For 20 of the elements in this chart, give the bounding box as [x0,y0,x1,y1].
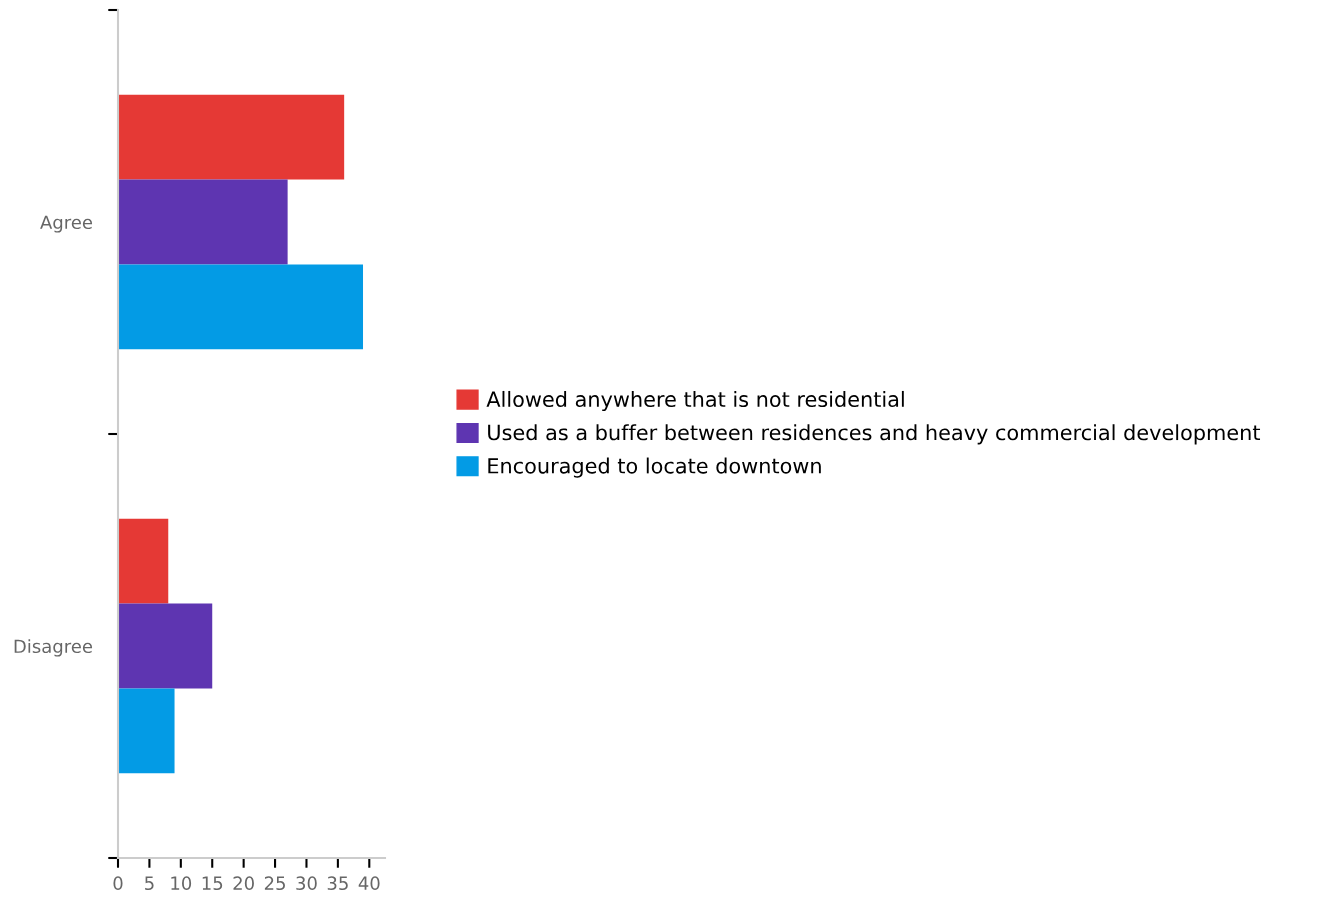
x-tick-label: 20 [233,876,254,891]
legend-label: Encouraged to locate downtown [488,457,821,478]
x-tick-label: 30 [296,876,317,891]
bar [118,603,213,689]
legend-label: Used as a buffer between residences and heavy commercial development [488,424,1261,445]
bar [118,94,345,180]
legend-label: Allowed anywhere that is not residential [486,390,904,412]
y-tick-label: Disagree [14,639,93,657]
x-tick-label: 5 [145,876,154,891]
x-tick-label: 15 [202,876,223,891]
x-tick-label: 25 [264,876,285,891]
bar [118,264,364,350]
y-tick-label: Agree [40,215,93,233]
bar [118,518,169,604]
bar [118,179,288,265]
x-tick-label: 10 [171,876,192,891]
x-tick-label: 35 [327,876,348,891]
x-tick-label: 0 [113,876,123,891]
bar [118,688,175,774]
x-tick-label: 40 [358,876,380,891]
